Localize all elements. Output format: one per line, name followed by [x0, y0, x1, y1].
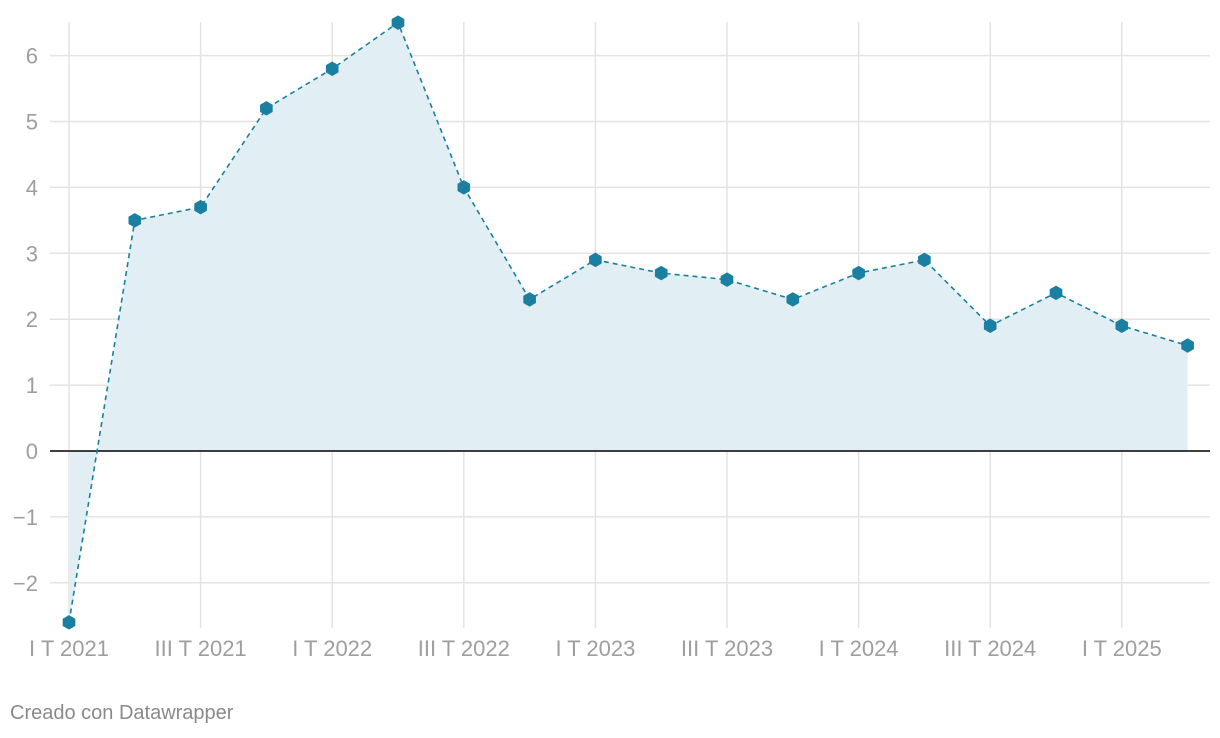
y-tick-label: 2	[26, 307, 38, 332]
y-tick-label: −2	[13, 571, 38, 596]
data-point[interactable]	[720, 272, 734, 287]
y-tick-label: 1	[26, 373, 38, 398]
x-tick-label: I T 2021	[29, 636, 109, 661]
data-point[interactable]	[1181, 338, 1194, 353]
series-line	[68, 21, 1188, 623]
data-point[interactable]	[523, 292, 536, 307]
y-tick-label: 4	[26, 175, 38, 200]
data-point[interactable]	[983, 318, 997, 334]
data-point[interactable]	[654, 265, 668, 281]
x-tick-label: I T 2024	[819, 636, 899, 661]
x-axis-tick-labels: I T 2021 III T 2021 I T 2022 III T 2022 I T …	[29, 636, 1162, 661]
chart: 6 5 4 3 2 1 0 −1 −2 I T 2021 III T 2021 I T 2022 II…	[13, 15, 1210, 661]
area-fill-layer	[69, 22, 1188, 623]
data-point[interactable]	[128, 213, 142, 228]
y-axis-tick-labels: 6 5 4 3 2 1 0 −1 −2	[13, 44, 38, 596]
data-point[interactable]	[1115, 318, 1129, 334]
series-line-layer	[68, 21, 1188, 623]
x-tick-label: I T 2023	[555, 636, 635, 661]
data-point[interactable]	[194, 199, 207, 215]
data-point[interactable]	[260, 101, 273, 116]
data-point[interactable]	[786, 292, 800, 307]
x-tick-label: III T 2021	[155, 636, 247, 661]
series-area	[69, 22, 1188, 623]
x-tick-label: III T 2022	[418, 636, 510, 661]
data-point-markers	[62, 15, 1194, 630]
data-point[interactable]	[325, 61, 339, 77]
y-tick-label: 5	[26, 110, 38, 135]
data-point[interactable]	[918, 252, 931, 268]
data-point[interactable]	[852, 265, 865, 281]
data-point[interactable]	[391, 15, 405, 30]
x-tick-label: I T 2022	[292, 636, 372, 661]
data-point[interactable]	[589, 252, 602, 268]
datawrapper-credit[interactable]: Creado con Datawrapper	[10, 702, 234, 724]
x-tick-label: III T 2023	[681, 636, 773, 661]
y-tick-label: 3	[26, 241, 38, 266]
x-tick-label: I T 2025	[1082, 636, 1162, 661]
y-tick-label: 0	[26, 439, 38, 464]
y-tick-label: −1	[13, 505, 38, 530]
data-point[interactable]	[457, 180, 471, 195]
data-point[interactable]	[1049, 285, 1063, 301]
y-tick-label: 6	[26, 44, 38, 69]
x-tick-label: III T 2024	[944, 636, 1036, 661]
data-point[interactable]	[62, 615, 76, 630]
